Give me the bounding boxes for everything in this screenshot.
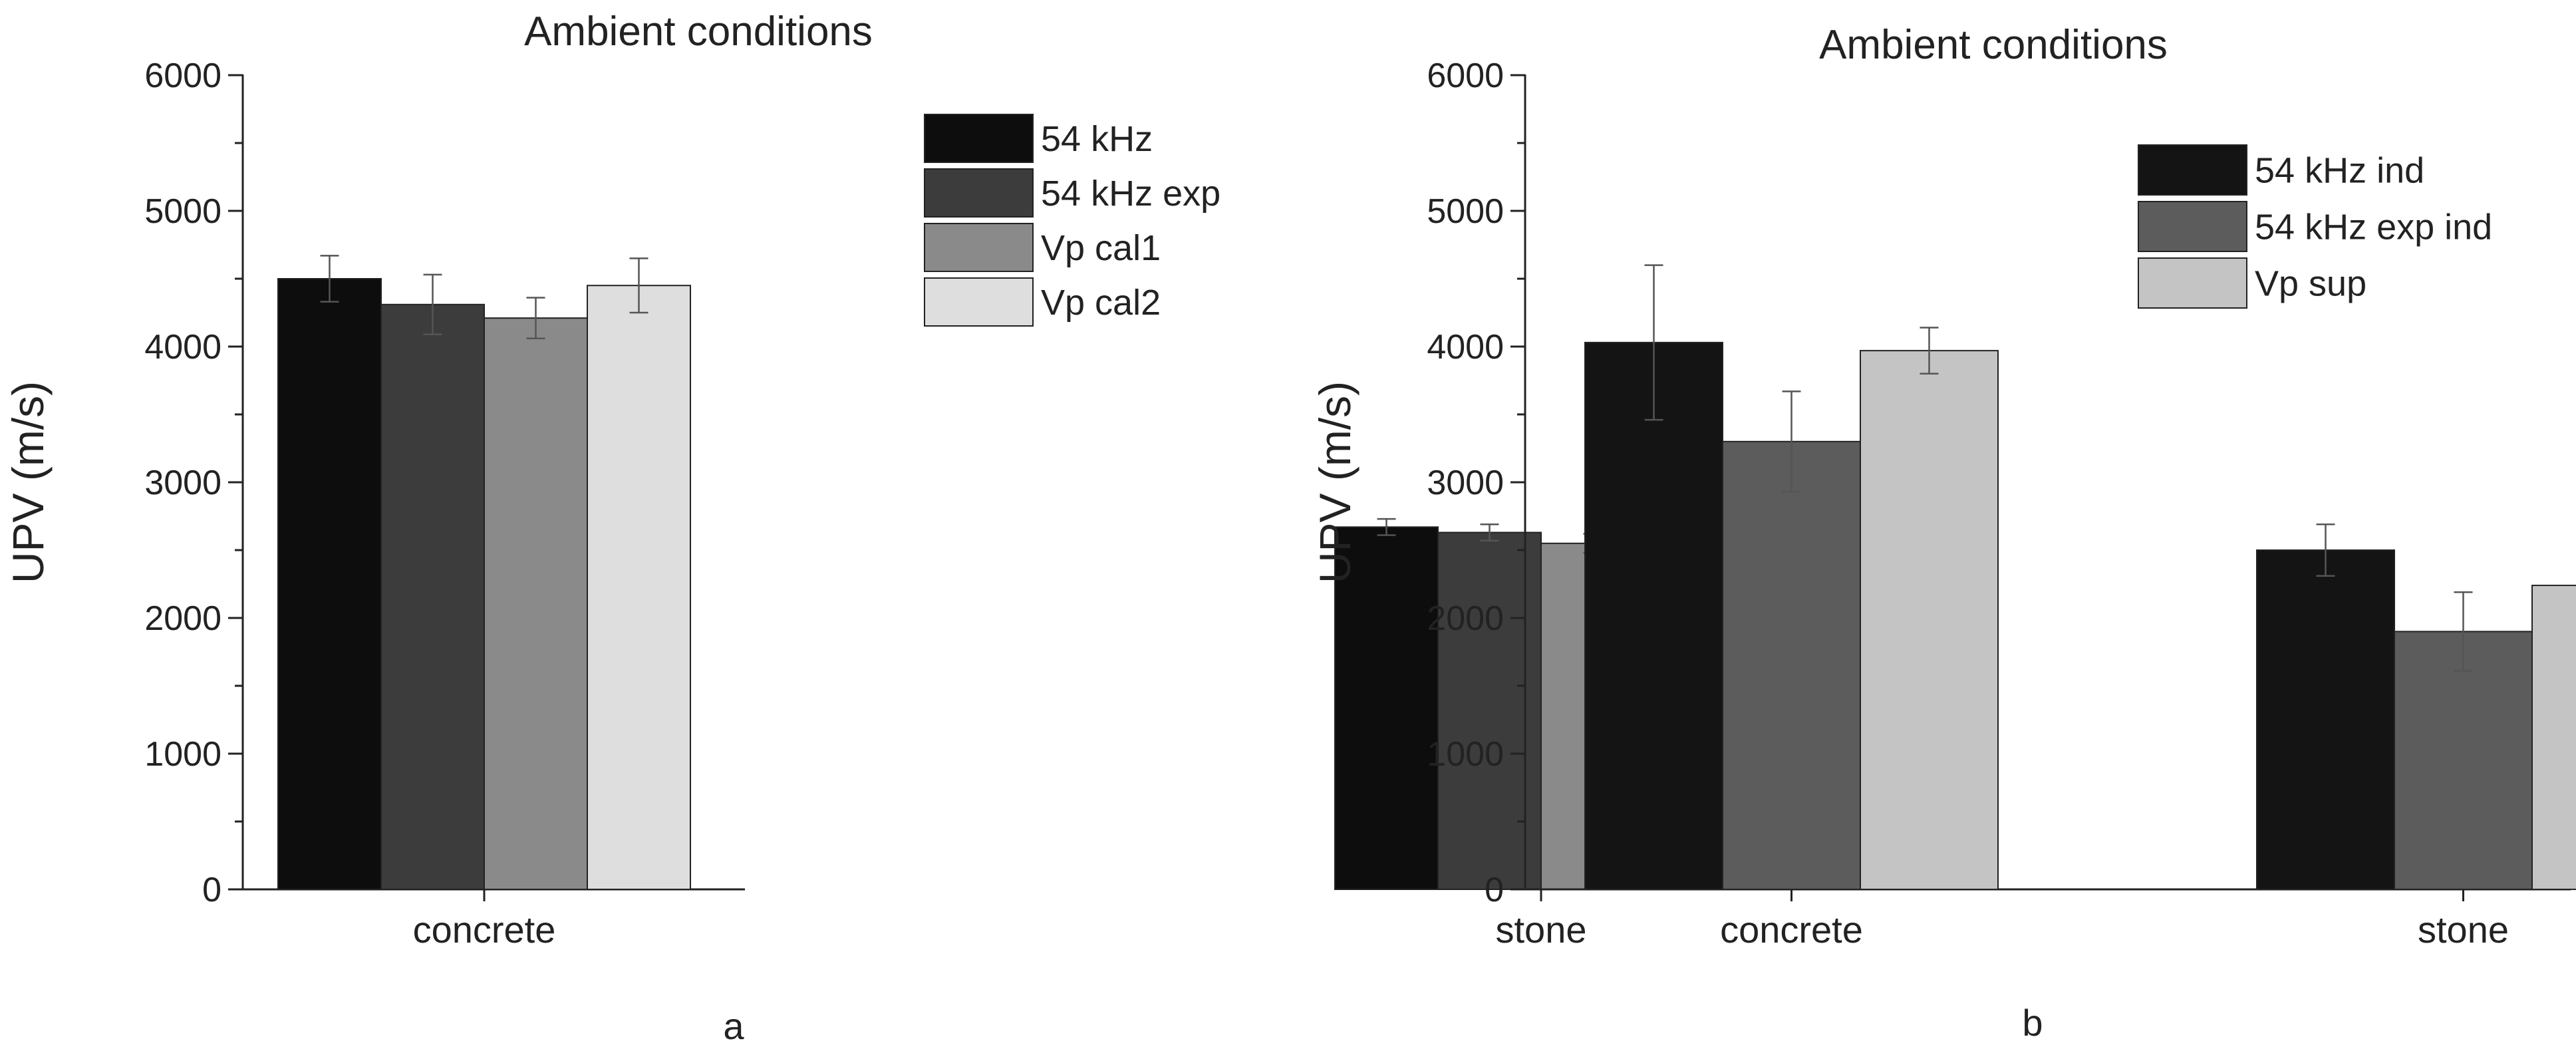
y-tick-label: 1000	[144, 735, 221, 774]
legend-swatch	[924, 114, 1034, 163]
legend-swatch	[924, 168, 1034, 218]
error-bar	[1782, 390, 1801, 493]
error-bar	[320, 255, 339, 303]
bar-concrete-1	[380, 303, 485, 890]
bar-concrete-2	[1860, 350, 1999, 890]
legend-label: Vp cal1	[1041, 228, 1161, 268]
error-bar	[629, 257, 648, 314]
panel-label: a	[723, 1005, 744, 1047]
y-tick-label: 5000	[1427, 192, 1504, 231]
error-bar	[1377, 518, 1396, 536]
bar-concrete-3	[587, 285, 691, 890]
y-tick-label: 6000	[144, 57, 221, 95]
y-tick-label: 2000	[1427, 599, 1504, 638]
legend-swatch	[924, 277, 1034, 327]
error-bar	[2454, 591, 2473, 672]
legend-label: 54 kHz exp	[1041, 174, 1220, 214]
bar-concrete-0	[277, 278, 382, 890]
legend-label: 54 kHz	[1041, 119, 1153, 159]
bar-concrete-1	[1722, 440, 1861, 890]
error-bar	[526, 297, 545, 340]
error-bar	[1480, 523, 1499, 541]
y-axis-label: UPV (m/s)	[1310, 381, 1360, 583]
legend-swatch	[924, 223, 1034, 272]
legend-swatch	[2138, 144, 2247, 196]
bar-stone-0	[2256, 549, 2395, 890]
x-tick-label: concrete	[413, 909, 556, 951]
legend: 54 kHz ind 54 kHz exp ind Vp sup	[2138, 144, 2492, 309]
y-tick-label: 4000	[1427, 328, 1504, 367]
bar-stone-2	[2531, 585, 2576, 890]
x-tick-label: concrete	[1720, 909, 1863, 951]
x-tick-label: stone	[2418, 909, 2509, 951]
bar-concrete-2	[484, 317, 588, 891]
y-tick-label: 0	[1485, 871, 1504, 909]
y-tick-label: 3000	[144, 464, 221, 502]
error-bar	[423, 273, 442, 335]
bar-stone-0	[1334, 526, 1439, 890]
bar-stone-1	[1437, 531, 1542, 890]
legend-swatch	[2138, 257, 2247, 309]
x-tick-label: stone	[1496, 909, 1587, 951]
chart-title: Ambient conditions	[1819, 22, 2168, 68]
legend: 54 kHz 54 kHz exp Vp cal1 Vp cal2	[924, 114, 1220, 327]
y-tick-label: 3000	[1427, 464, 1504, 502]
y-axis-label: UPV (m/s)	[3, 381, 53, 583]
panel-label: b	[2022, 1002, 2043, 1044]
y-tick-label: 4000	[144, 328, 221, 367]
y-tick-label: 1000	[1427, 735, 1504, 774]
y-tick-label: 0	[202, 871, 221, 909]
error-bar	[1644, 264, 1663, 421]
y-tick-label: 5000	[144, 192, 221, 231]
legend-label: 54 kHz ind	[2255, 151, 2424, 191]
error-bar	[1920, 327, 1939, 375]
legend-swatch	[2138, 201, 2247, 252]
chart-panel-b: Ambient conditions UPV (m/s) 0 1000 2000 3000…	[1310, 22, 2576, 1044]
error-bar	[2316, 523, 2335, 577]
chart-title: Ambient conditions	[524, 9, 873, 55]
y-tick-label: 2000	[144, 599, 221, 638]
bar-concrete-0	[1584, 341, 1723, 890]
y-tick-label: 6000	[1427, 57, 1504, 95]
bar-stone-1	[2394, 631, 2533, 891]
legend-label: Vp sup	[2255, 264, 2366, 304]
legend-label: Vp cal2	[1041, 283, 1161, 323]
legend-label: 54 kHz exp ind	[2255, 208, 2492, 247]
